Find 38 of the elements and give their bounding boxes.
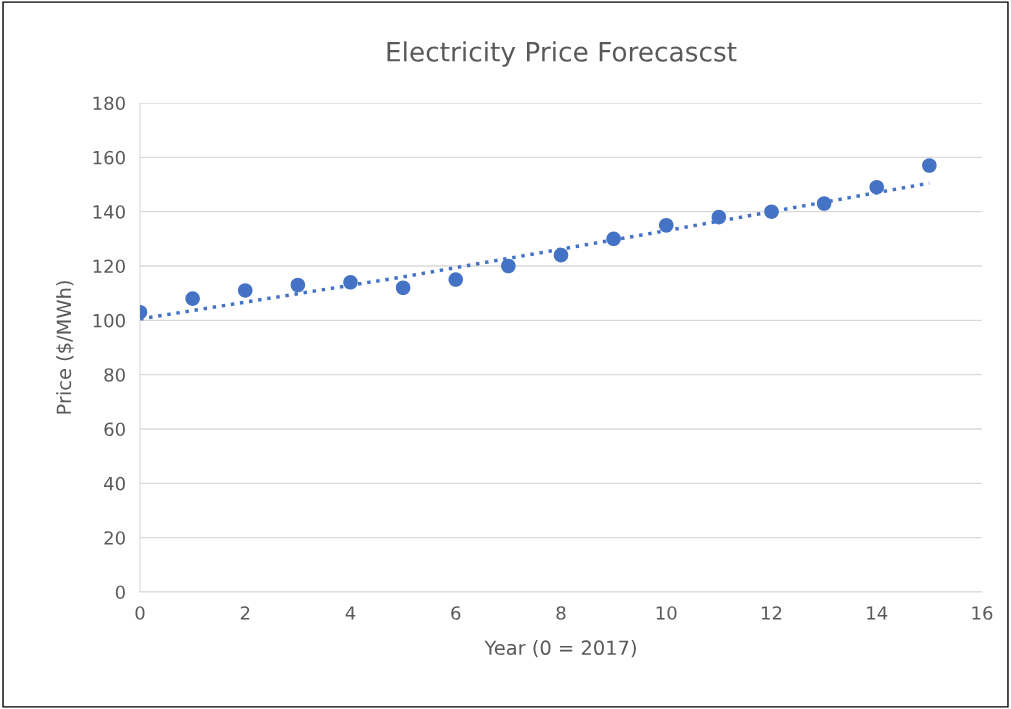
x-tick-label: 12 xyxy=(762,606,782,620)
y-tick-label: 100 xyxy=(93,313,125,328)
point xyxy=(711,209,727,225)
y-axis-title: Price ($/MWh) xyxy=(56,281,74,414)
point xyxy=(501,258,516,274)
y-tick-label: 180 xyxy=(93,96,125,111)
x-tick-label: 2 xyxy=(240,606,250,620)
y-tick-label: 160 xyxy=(93,150,125,165)
point xyxy=(395,280,411,296)
x-tick-label: 0 xyxy=(135,606,145,620)
point xyxy=(816,196,832,211)
point xyxy=(290,277,306,293)
x-tick-label: 6 xyxy=(451,606,461,620)
point xyxy=(343,275,358,290)
x-tick-label: 4 xyxy=(345,606,356,620)
y-tick-label: 20 xyxy=(104,531,125,545)
point xyxy=(448,272,464,287)
point xyxy=(922,158,937,173)
y-tick-label: 80 xyxy=(104,368,125,382)
point xyxy=(553,247,569,263)
x-tick-label: 16 xyxy=(972,606,993,620)
chart-title: Electricity Price Forecascst xyxy=(387,41,737,67)
y-tick-label: 40 xyxy=(104,476,125,491)
point xyxy=(606,231,621,247)
point xyxy=(237,283,253,298)
point xyxy=(658,217,674,233)
x-tick-label: 14 xyxy=(867,606,888,620)
line-series xyxy=(140,181,932,321)
y-tick-label: 140 xyxy=(93,205,125,219)
point xyxy=(764,204,779,219)
y-tick-label: 120 xyxy=(93,259,125,274)
point xyxy=(185,291,200,306)
x-tick-label: 8 xyxy=(556,606,566,620)
y-tick-label: 0 xyxy=(115,585,125,600)
point xyxy=(869,179,885,195)
x-tick-label: 10 xyxy=(656,606,677,620)
x-axis-title: Year (0 = 2017) xyxy=(484,640,636,658)
y-tick-label: 60 xyxy=(104,422,125,437)
